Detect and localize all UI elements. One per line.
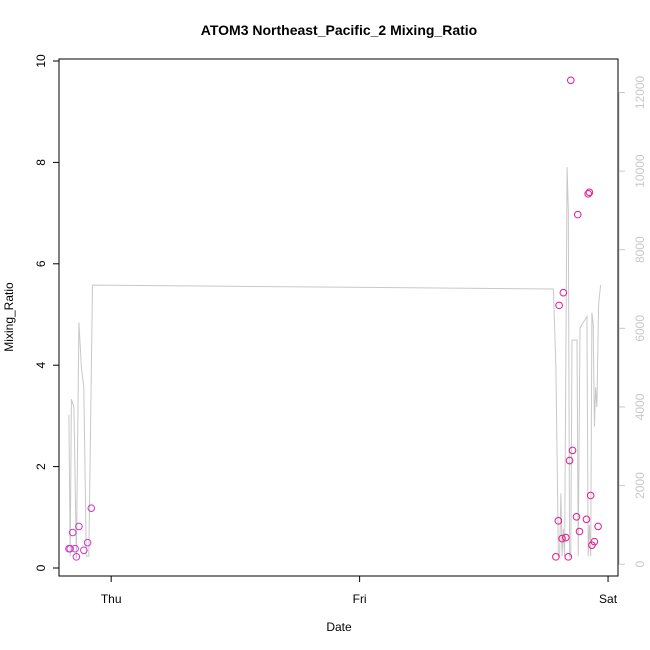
right-tick-label: 4000 <box>633 393 647 420</box>
data-point <box>562 533 570 542</box>
right-y-axis: 0 2000 4000 6000 8000 10000 12000 <box>618 75 647 568</box>
data-point <box>586 491 595 500</box>
right-tick-label: 0 <box>633 561 647 568</box>
data-point <box>582 515 591 524</box>
y-axis-label: Mixing_Ratio <box>2 282 16 352</box>
data-point <box>565 456 574 465</box>
data-point <box>87 504 96 512</box>
right-tick-label: 6000 <box>633 315 647 342</box>
series-line <box>68 167 602 559</box>
left-tick-label: 10 <box>34 54 48 68</box>
data-point <box>558 534 566 543</box>
data-point <box>566 76 575 85</box>
x-axis-label: Date <box>326 620 352 634</box>
chart-title: ATOM3 Northeast_Pacific_2 Mixing_Ratio <box>201 22 477 38</box>
data-point <box>68 528 77 537</box>
x-tick-label: Fri <box>353 592 367 606</box>
left-tick-label: 4 <box>34 362 48 369</box>
left-tick-label: 0 <box>34 564 48 571</box>
data-point <box>585 188 594 197</box>
data-point <box>555 301 563 310</box>
data-point <box>572 512 581 521</box>
data-point <box>564 553 573 561</box>
data-point <box>80 546 88 555</box>
data-point <box>573 210 582 219</box>
data-point <box>66 544 74 553</box>
data-point <box>594 522 602 531</box>
plot-area-frame <box>58 58 619 577</box>
x-tick-label: Thu <box>101 592 122 606</box>
right-tick-label: 10000 <box>633 154 647 188</box>
data-point <box>568 446 577 455</box>
data-point <box>83 538 92 547</box>
left-tick-label: 6 <box>34 260 48 267</box>
x-tick-label: Sat <box>599 592 618 606</box>
data-point <box>554 517 563 525</box>
left-tick-label: 2 <box>34 463 48 470</box>
right-tick-label: 2000 <box>633 472 647 499</box>
left-tick-label: 8 <box>34 159 48 166</box>
points-layer <box>65 76 602 561</box>
secondary-line-layer <box>68 167 602 559</box>
right-tick-label: 8000 <box>633 236 647 263</box>
data-point <box>584 190 592 198</box>
data-point <box>575 527 584 536</box>
data-point <box>71 544 79 553</box>
data-point <box>72 553 81 561</box>
left-y-axis: 0 2 4 6 8 10 <box>34 54 60 571</box>
data-point <box>590 537 599 546</box>
right-tick-label: 12000 <box>633 75 647 109</box>
x-axis: Thu Fri Sat <box>101 575 618 606</box>
data-point <box>75 522 83 531</box>
data-point <box>552 553 560 561</box>
data-point <box>559 288 568 297</box>
